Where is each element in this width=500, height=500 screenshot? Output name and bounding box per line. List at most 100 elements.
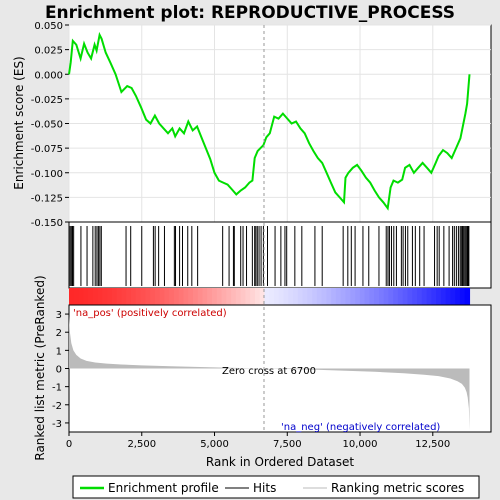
rank-color-segment [102, 288, 107, 305]
rank-color-segment [117, 288, 122, 305]
rank-color-segment [317, 288, 322, 305]
es-y-tick-label: -0.025 [31, 95, 63, 106]
rank-color-segment [412, 288, 417, 305]
rank-color-segment [446, 288, 451, 305]
rank-color-segment [217, 288, 222, 305]
es-y-tick-label: 0.000 [34, 70, 63, 81]
rank-color-segment [79, 288, 84, 305]
es-y-tick-label: -0.050 [31, 120, 63, 131]
metric-y-tick-label: 1 [56, 346, 62, 357]
rank-color-segment [441, 288, 446, 305]
rank-color-segment [150, 288, 155, 305]
rank-color-segment [193, 288, 198, 305]
rank-color-segment [131, 288, 136, 305]
rank-color-segment [155, 288, 160, 305]
es-y-axis-label: Enrichment score (ES) [12, 56, 26, 189]
rank-color-segment [126, 288, 131, 305]
rank-color-segment [417, 288, 422, 305]
rank-color-segment [450, 288, 455, 305]
legend-label: Ranking metric scores [331, 481, 464, 495]
rank-color-segment [407, 288, 412, 305]
rank-color-segment [379, 288, 384, 305]
es-y-tick-label: -0.125 [31, 193, 63, 204]
rank-color-segment [460, 288, 465, 305]
chart-title: Enrichment plot: REPRODUCTIVE_PROCESS [45, 3, 455, 23]
rank-color-segment [245, 288, 250, 305]
rank-color-segment [236, 288, 241, 305]
rank-color-segment [198, 288, 203, 305]
rank-color-segment [436, 288, 441, 305]
es-y-tick-label: -0.075 [31, 144, 63, 155]
rank-color-segment [231, 288, 236, 305]
rank-color-segment [188, 288, 193, 305]
rank-color-segment [431, 288, 436, 305]
rank-color-segment [350, 288, 355, 305]
rank-color-segment [422, 288, 427, 305]
rank-color-segment [107, 288, 112, 305]
rank-color-segment [93, 288, 98, 305]
metric-y-tick-label: 2 [56, 328, 62, 339]
rank-color-segment [403, 288, 408, 305]
x-tick-label: 5,000 [200, 439, 229, 450]
x-tick-label: 10,000 [343, 439, 378, 450]
rank-color-segment [341, 288, 346, 305]
legend-label: Enrichment profile [108, 481, 219, 495]
rank-color-segment [369, 288, 374, 305]
rank-color-segment [303, 288, 308, 305]
x-tick-label: 0 [66, 439, 72, 450]
rank-color-segment [455, 288, 460, 305]
es-y-tick-label: -0.150 [31, 218, 63, 229]
rank-color-segment [83, 288, 88, 305]
rank-color-segment [222, 288, 227, 305]
rank-color-segment [241, 288, 246, 305]
rank-color-segment [374, 288, 379, 305]
rank-color-segment [264, 288, 269, 305]
rank-color-segment [331, 288, 336, 305]
rank-color-segment [136, 288, 141, 305]
x-tick-label: 12,500 [415, 439, 450, 450]
rank-color-segment [307, 288, 312, 305]
x-axis-label: Rank in Ordered Dataset [206, 455, 354, 469]
rank-color-segment [169, 288, 174, 305]
rank-color-segment [384, 288, 389, 305]
rank-color-segment [207, 288, 212, 305]
rank-color-segment [141, 288, 146, 305]
x-tick-label: 7,500 [273, 439, 302, 450]
es-y-tick-label: 0.025 [34, 46, 63, 57]
rank-color-segment [284, 288, 289, 305]
es-y-tick-label: -0.100 [31, 169, 63, 180]
rank-color-segment [88, 288, 93, 305]
rank-color-segment [145, 288, 150, 305]
rank-color-segment [326, 288, 331, 305]
rank-color-segment [74, 288, 79, 305]
rank-color-segment [393, 288, 398, 305]
metric-y-tick-label: -1 [52, 383, 62, 394]
rank-color-segment [274, 288, 279, 305]
rank-color-segment [226, 288, 231, 305]
rank-color-segment [212, 288, 217, 305]
rank-color-segment [322, 288, 327, 305]
rank-color-segment [250, 288, 255, 305]
metric-y-tick-label: -2 [52, 401, 62, 412]
metric-y-tick-label: -3 [52, 419, 62, 430]
rank-color-segment [465, 288, 470, 305]
rank-color-segment [269, 288, 274, 305]
negative-correlation-label: 'na_neg' (negatively correlated) [281, 422, 440, 433]
rank-color-segment [346, 288, 351, 305]
zero-cross-label: Zero cross at 6700 [222, 366, 316, 377]
rank-color-segment [355, 288, 360, 305]
rank-color-segment [121, 288, 126, 305]
positive-correlation-label: 'na_pos' (positively correlated) [73, 308, 227, 319]
rank-color-segment [336, 288, 341, 305]
rank-color-segment [98, 288, 103, 305]
legend-label: Hits [253, 481, 276, 495]
rank-color-segment [312, 288, 317, 305]
rank-color-segment [298, 288, 303, 305]
metric-y-tick-label: 0 [56, 365, 62, 376]
rank-color-segment [164, 288, 169, 305]
rank-color-segment [179, 288, 184, 305]
rank-color-segment [293, 288, 298, 305]
rank-color-segment [183, 288, 188, 305]
rank-color-segment [388, 288, 393, 305]
rank-color-bar [69, 288, 470, 305]
